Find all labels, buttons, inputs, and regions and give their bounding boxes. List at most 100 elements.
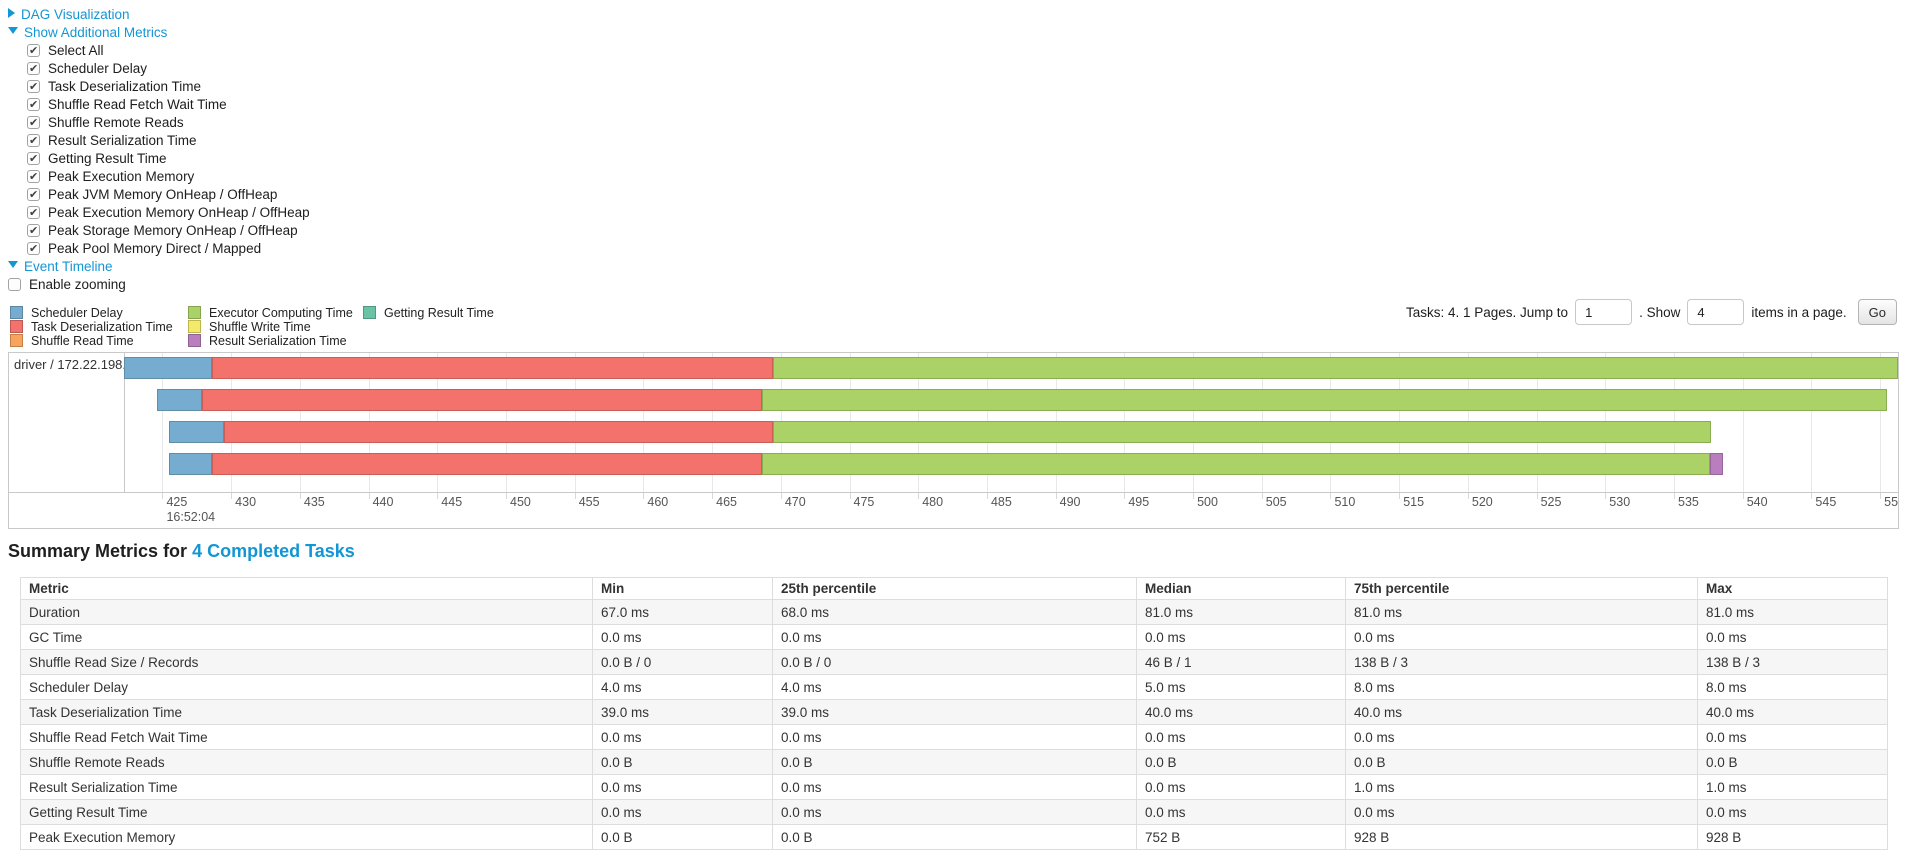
metric-value-cell: 0.0 ms — [1345, 724, 1698, 750]
metric-checkbox-row: Getting Result Time — [27, 150, 310, 168]
metric-checkbox-row: Select All — [27, 42, 310, 60]
metric-checkbox[interactable] — [27, 204, 40, 222]
metric-checkbox[interactable] — [27, 96, 40, 114]
axis-tick-label: 520 — [1471, 495, 1493, 509]
task-deserialization-time-bar[interactable] — [211, 453, 762, 475]
axis-tick — [1055, 493, 1057, 499]
axis-tick-label: 500 — [1197, 495, 1218, 509]
axis-tick-label: 545 — [1815, 495, 1837, 509]
metric-value-cell: 0.0 B — [1697, 749, 1888, 775]
legend-item-label: Task Deserialization Time — [31, 320, 173, 334]
metric-value-cell: 40.0 ms — [1697, 699, 1888, 725]
collapsed-arrow-icon — [8, 8, 15, 18]
axis-tick — [1880, 493, 1882, 499]
summary-column-header: Median — [1136, 577, 1346, 600]
metric-value-cell: 0.0 ms — [1697, 724, 1888, 750]
legend-item-label: Scheduler Delay — [31, 306, 123, 320]
axis-tick — [1536, 493, 1538, 499]
show-additional-metrics-label[interactable]: Show Additional Metrics — [24, 25, 168, 40]
metric-checkbox-row: Peak Execution Memory OnHeap / OffHeap — [27, 204, 310, 222]
metric-checkbox[interactable] — [27, 222, 40, 240]
executor-computing-time-bar[interactable] — [761, 453, 1710, 475]
scheduler-delay-bar[interactable] — [169, 421, 225, 443]
axis-tick — [437, 493, 439, 499]
task-pagination: Tasks: 4. 1 Pages. Jump to . Show items … — [1403, 298, 1897, 326]
table-row: Result Serialization Time 0.0 ms 0.0 ms 0.0… — [20, 774, 1888, 800]
event-timeline-label[interactable]: Event Timeline — [24, 259, 113, 274]
axis-tick — [231, 493, 233, 499]
scheduler-delay-bar[interactable] — [169, 453, 212, 475]
task-deserialization-time-bar[interactable] — [202, 389, 762, 411]
metric-value-cell: 0.0 ms — [1697, 624, 1888, 650]
legend-item: Getting Result Time — [363, 306, 494, 320]
metric-value-cell: 39.0 ms — [772, 699, 1137, 725]
dag-visualization-toggle[interactable]: DAG Visualization — [8, 6, 310, 24]
items-per-page-input[interactable] — [1687, 299, 1745, 325]
metric-value-cell: 0.0 ms — [772, 724, 1137, 750]
executor-computing-time-bar[interactable] — [772, 421, 1712, 443]
enable-zooming-checkbox[interactable] — [8, 278, 21, 291]
summary-column-header: 75th percentile — [1345, 577, 1698, 600]
metric-value-cell: 8.0 ms — [1697, 674, 1888, 700]
scheduler-delay-bar[interactable] — [124, 357, 212, 379]
table-row: GC Time 0.0 ms 0.0 ms 0.0 ms 0.0 ms 0.0 ms — [20, 624, 1888, 650]
axis-tick — [918, 493, 920, 499]
metric-name-cell: Duration — [20, 599, 593, 625]
completed-tasks-link[interactable]: 4 Completed Tasks — [192, 541, 355, 561]
metric-checkbox-row: Result Serialization Time — [27, 132, 310, 150]
metric-value-cell: 8.0 ms — [1345, 674, 1698, 700]
enable-zooming-label: Enable zooming — [29, 277, 126, 292]
legend-item: Task Deserialization Time — [10, 320, 188, 334]
metric-value-cell: 67.0 ms — [592, 599, 773, 625]
expanded-arrow-icon — [8, 261, 18, 268]
metric-checkbox[interactable] — [27, 60, 40, 78]
executor-computing-time-bar[interactable] — [761, 389, 1887, 411]
legend-swatch-icon — [363, 306, 376, 319]
metric-checkbox-label: Getting Result Time — [48, 151, 167, 166]
result-serialization-time-bar[interactable] — [1709, 453, 1724, 475]
metric-checkbox-row: Shuffle Read Fetch Wait Time — [27, 96, 310, 114]
label-column-divider — [124, 353, 125, 492]
axis-tick-label: 530 — [1609, 495, 1631, 509]
metric-value-cell: 0.0 B — [772, 824, 1137, 850]
metric-value-cell: 46 B / 1 — [1136, 649, 1346, 675]
metric-value-cell: 0.0 ms — [592, 624, 773, 650]
axis-tick-label: 450 — [510, 495, 531, 509]
metric-checkbox[interactable] — [27, 78, 40, 96]
metric-checkbox-row: Peak Execution Memory — [27, 168, 310, 186]
metric-checkbox-row: Task Deserialization Time — [27, 78, 310, 96]
metric-checkbox-label: Scheduler Delay — [48, 61, 148, 76]
metric-checkbox[interactable] — [27, 114, 40, 132]
show-additional-metrics-toggle[interactable]: Show Additional Metrics — [8, 24, 310, 42]
dag-visualization-label[interactable]: DAG Visualization — [21, 7, 130, 22]
metric-checkbox[interactable] — [27, 186, 40, 204]
axis-tick-label: 495 — [1128, 495, 1150, 509]
metric-checkbox[interactable] — [27, 132, 40, 150]
metric-value-cell: 0.0 ms — [772, 624, 1137, 650]
executor-computing-time-bar[interactable] — [772, 357, 1898, 379]
task-deserialization-time-bar[interactable] — [224, 421, 773, 443]
go-button[interactable]: Go — [1857, 299, 1897, 325]
event-timeline-toggle[interactable]: Event Timeline — [8, 258, 310, 276]
table-row: Getting Result Time 0.0 ms 0.0 ms 0.0 ms 0.0… — [20, 799, 1888, 825]
legend-swatch-icon — [188, 306, 201, 319]
task-deserialization-time-bar[interactable] — [211, 357, 773, 379]
scheduler-delay-bar[interactable] — [156, 389, 203, 411]
metric-checkbox[interactable] — [27, 42, 40, 60]
metric-checkbox-label: Peak JVM Memory OnHeap / OffHeap — [48, 187, 278, 202]
axis-gridline — [1742, 353, 1744, 492]
summary-heading-prefix: Summary Metrics for — [8, 541, 188, 561]
metric-value-cell: 40.0 ms — [1345, 699, 1698, 725]
metric-value-cell: 81.0 ms — [1345, 599, 1698, 625]
table-row: Scheduler Delay 4.0 ms 4.0 ms 5.0 ms 8.0 ms 8… — [20, 674, 1888, 700]
metric-value-cell: 0.0 ms — [772, 774, 1137, 800]
metric-value-cell: 0.0 B — [592, 824, 773, 850]
metric-value-cell: 0.0 B — [1136, 749, 1346, 775]
metric-checkbox[interactable] — [27, 240, 40, 258]
enable-zooming-row: Enable zooming — [8, 276, 310, 294]
legend-item: Shuffle Read Time — [10, 334, 188, 348]
metric-checkbox[interactable] — [27, 150, 40, 168]
metric-checkbox-label: Shuffle Read Fetch Wait Time — [48, 97, 227, 112]
metric-checkbox[interactable] — [27, 168, 40, 186]
jump-to-page-input[interactable] — [1575, 299, 1633, 325]
